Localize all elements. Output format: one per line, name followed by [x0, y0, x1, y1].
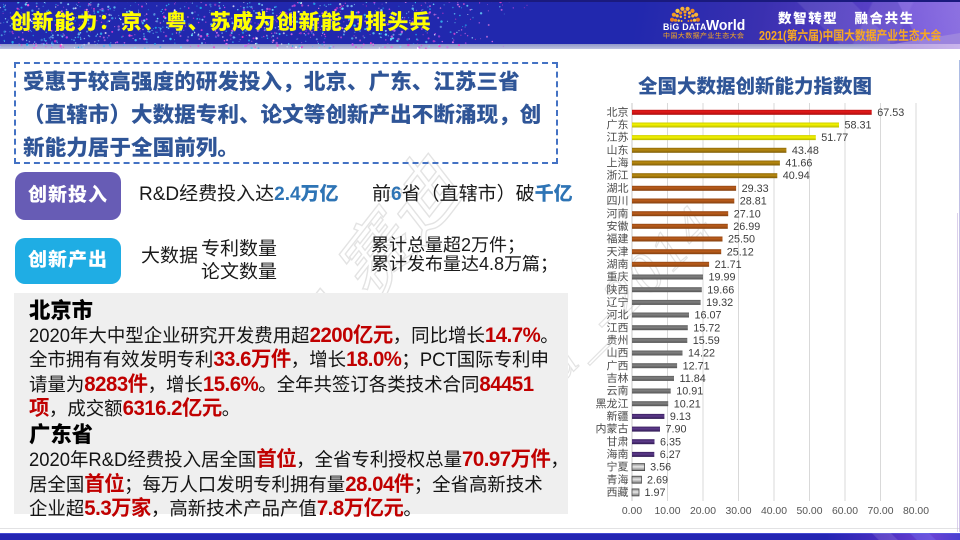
svg-text:天津: 天津: [607, 245, 629, 258]
svg-text:19.99: 19.99: [709, 272, 736, 284]
svg-text:6.35: 6.35: [660, 436, 681, 448]
svg-text:14.22: 14.22: [688, 348, 715, 360]
svg-text:40.00: 40.00: [761, 506, 787, 517]
svg-text:浙江: 浙江: [607, 169, 629, 182]
svg-text:27.10: 27.10: [734, 208, 761, 220]
svg-text:58.31: 58.31: [845, 120, 872, 132]
svg-text:10.91: 10.91: [676, 386, 703, 398]
svg-text:辽宁: 辽宁: [607, 296, 629, 309]
svg-text:广西: 广西: [607, 359, 629, 372]
svg-text:海南: 海南: [607, 448, 629, 461]
svg-text:41.66: 41.66: [785, 158, 812, 170]
svg-text:28.81: 28.81: [740, 196, 767, 208]
svg-text:3.56: 3.56: [650, 462, 671, 474]
svg-text:重庆: 重庆: [607, 271, 629, 284]
svg-text:50.00: 50.00: [796, 506, 822, 517]
svg-text:山西: 山西: [607, 347, 629, 360]
svg-text:广东: 广东: [607, 119, 629, 132]
svg-text:宁夏: 宁夏: [607, 461, 629, 474]
svg-text:甘肃: 甘肃: [607, 435, 629, 448]
svg-text:山东: 山东: [607, 144, 629, 157]
svg-text:2.69: 2.69: [647, 474, 668, 486]
svg-text:11.84: 11.84: [680, 373, 706, 385]
svg-text:0.00: 0.00: [622, 506, 642, 517]
svg-text:19.32: 19.32: [706, 297, 733, 309]
svg-text:70.00: 70.00: [867, 506, 893, 517]
svg-text:51.77: 51.77: [821, 132, 848, 144]
svg-text:43.48: 43.48: [792, 145, 819, 157]
svg-text:内蒙古: 内蒙古: [596, 423, 629, 436]
svg-text:福建: 福建: [607, 233, 629, 246]
svg-text:7.90: 7.90: [666, 424, 687, 436]
svg-text:湖南: 湖南: [607, 258, 629, 271]
svg-text:40.94: 40.94: [783, 170, 810, 182]
svg-text:19.66: 19.66: [707, 284, 734, 296]
svg-text:25.12: 25.12: [727, 246, 754, 258]
svg-text:60.00: 60.00: [832, 506, 858, 517]
svg-text:河南: 河南: [607, 207, 629, 220]
svg-text:云南: 云南: [607, 385, 629, 398]
svg-text:80.00: 80.00: [903, 506, 929, 517]
svg-text:9.13: 9.13: [670, 411, 691, 423]
svg-text:16.07: 16.07: [695, 310, 722, 322]
svg-text:吉林: 吉林: [607, 372, 629, 385]
svg-text:1.97: 1.97: [645, 487, 666, 499]
svg-text:河北: 河北: [607, 309, 629, 322]
svg-text:12.71: 12.71: [683, 360, 710, 372]
svg-text:21.71: 21.71: [715, 259, 742, 271]
svg-text:6.27: 6.27: [660, 449, 681, 461]
svg-text:西藏: 西藏: [607, 486, 629, 499]
svg-text:67.53: 67.53: [877, 107, 904, 119]
svg-text:10.00: 10.00: [654, 506, 680, 517]
svg-text:29.33: 29.33: [742, 183, 769, 195]
svg-text:四川: 四川: [607, 196, 629, 208]
svg-text:15.59: 15.59: [693, 335, 720, 347]
svg-text:25.50: 25.50: [728, 234, 755, 246]
svg-text:15.72: 15.72: [693, 322, 720, 334]
svg-text:上海: 上海: [607, 157, 629, 170]
svg-text:10.21: 10.21: [674, 398, 701, 410]
svg-text:26.99: 26.99: [733, 221, 760, 233]
svg-text:青海: 青海: [607, 473, 629, 486]
svg-text:江西: 江西: [607, 321, 629, 334]
svg-text:安徽: 安徽: [607, 220, 629, 233]
svg-text:新疆: 新疆: [607, 410, 629, 423]
svg-text:陕西: 陕西: [607, 283, 629, 296]
svg-text:湖北: 湖北: [607, 182, 629, 195]
svg-text:江苏: 江苏: [607, 131, 629, 144]
svg-text:黑龙江: 黑龙江: [596, 397, 629, 410]
svg-text:北京: 北京: [607, 106, 629, 119]
svg-text:30.00: 30.00: [725, 506, 751, 517]
svg-text:贵州: 贵州: [607, 334, 629, 347]
svg-text:20.00: 20.00: [690, 506, 716, 517]
